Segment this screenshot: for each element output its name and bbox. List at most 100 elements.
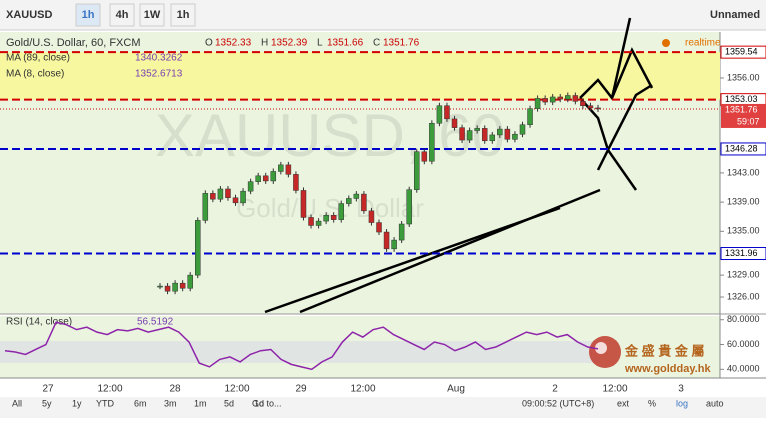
candle [172,282,178,292]
rsi-band [0,341,600,363]
candle [330,215,337,220]
candle [383,231,390,250]
range-button[interactable]: 3m [164,398,177,408]
candle [270,171,277,182]
interval-label[interactable]: 4h [116,9,129,21]
watermark: XAUUSD, 60 [155,102,505,169]
time-label: 29 [295,384,307,395]
goto[interactable]: Go to... [252,398,282,408]
candle [534,98,541,109]
layout-name[interactable]: Unnamed [710,9,760,21]
scale-option[interactable]: ext [617,398,630,408]
logo [589,336,621,368]
rsi-tick-label: 80.0000 [727,314,760,324]
range-button[interactable]: All [12,398,22,408]
range-button[interactable]: 1y [72,398,82,408]
candle [527,108,533,125]
candle [353,193,360,199]
interval-button[interactable] [75,3,101,27]
candle [376,222,382,233]
clock: 09:00:52 (UTC+8) [522,398,594,408]
ohlc-value: 1352.33 [215,38,252,49]
status: realtime [685,38,721,49]
candle [164,285,171,292]
candle [187,274,193,289]
candle [285,164,292,175]
candle [179,282,186,289]
time-label: 12:00 [350,384,375,395]
watermark: Gold/U.S. Dollar [236,193,424,223]
candle [406,189,412,225]
candle [557,96,563,100]
candle [429,123,435,162]
candle [338,203,344,220]
rsi-line [4,321,599,371]
candle [497,128,503,136]
level-tag [720,247,766,261]
scale-option[interactable]: log [676,398,688,408]
candle [451,118,458,128]
last-price-tag [721,103,766,128]
candle [572,95,579,102]
candle [217,188,224,200]
interval-label[interactable]: 1h [177,9,190,21]
interval-button[interactable] [139,3,165,27]
candle [232,197,239,204]
candle [293,174,299,191]
ohlc-value: 1351.76 [383,38,420,49]
annotations [264,17,654,314]
legend-title: Gold/U.S. Dollar, 60, FXCM [6,37,141,49]
candle [195,220,201,276]
interval-button[interactable] [170,3,196,27]
range-button[interactable]: 1d [254,398,264,408]
candle [202,193,209,221]
logo-url: www.goldday.hk [624,363,711,375]
candle [240,190,246,204]
candle [474,128,480,131]
time-label: Aug [447,384,465,395]
candle [308,217,314,226]
level-label: 1359.54 [725,47,758,57]
candle [421,151,428,162]
candle [361,193,367,212]
interval-button[interactable] [109,3,135,27]
candle [315,220,322,226]
candle [466,130,473,141]
candle [519,124,526,135]
range-button[interactable]: 6m [134,398,147,408]
time-label: 3 [678,384,684,395]
candle [565,95,571,100]
time-label: 27 [42,384,54,395]
range-button[interactable]: 1m [194,398,207,408]
time-label: 12:00 [602,384,627,395]
rsi-tick-label: 40.0000 [727,364,760,374]
candle [444,105,450,120]
range-button[interactable]: 5y [42,398,52,408]
level-label: 1353.03 [725,94,758,104]
candle [481,128,488,142]
level-tag [720,45,766,59]
time-label: 12:00 [224,384,249,395]
candle [247,181,254,192]
candle [398,223,405,241]
symbol[interactable]: XAUUSD [6,9,53,21]
rsi-value: 56.5192 [137,317,174,328]
scale-option[interactable]: auto [706,398,724,408]
interval-label[interactable]: 1h [82,9,95,21]
ohlc-key: L [317,38,323,49]
candle [368,210,375,223]
range-button[interactable]: YTD [96,398,115,408]
candle [157,285,163,288]
candle [262,175,269,182]
level-label: 1331.96 [725,248,758,258]
bottom-bar [0,397,766,418]
candle [587,105,594,109]
price-tick-label: 1329.00 [727,270,760,280]
logo-name: 金 盛 貴 金 屬 [624,343,704,358]
interval-label[interactable]: 1W [144,9,161,21]
range-button[interactable]: 5d [224,398,234,408]
price-tick-label: 1343.00 [727,167,760,177]
scale-option[interactable]: % [648,398,656,408]
candle [542,98,548,103]
